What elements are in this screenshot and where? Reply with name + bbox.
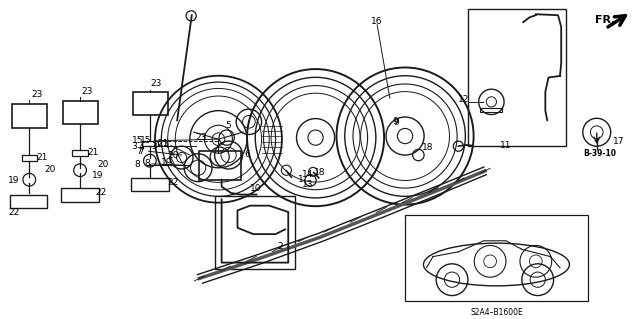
Text: S2A4–B1600E: S2A4–B1600E	[470, 308, 523, 317]
Text: 3: 3	[151, 142, 157, 151]
Text: 22: 22	[95, 189, 107, 197]
Bar	[10, 195, 47, 208]
Text: 9: 9	[394, 118, 399, 127]
Bar	[215, 196, 294, 269]
Text: 20: 20	[97, 160, 109, 169]
Text: 23: 23	[81, 87, 93, 96]
Text: 23: 23	[32, 90, 44, 100]
Bar	[142, 141, 157, 146]
Bar	[61, 188, 99, 202]
Text: 2: 2	[278, 242, 284, 251]
Text: 1: 1	[298, 175, 304, 184]
Text: 6: 6	[244, 150, 250, 159]
Bar	[63, 100, 98, 124]
Text: 14: 14	[301, 170, 313, 179]
Text: 22: 22	[167, 178, 179, 187]
Text: 15: 15	[140, 136, 151, 145]
Text: 20: 20	[167, 151, 179, 160]
Bar	[22, 155, 37, 161]
Text: 13: 13	[301, 180, 313, 189]
Bar	[405, 215, 588, 301]
Text: 16: 16	[371, 17, 383, 26]
Text: 9: 9	[392, 117, 398, 126]
Bar	[480, 108, 502, 112]
Text: 18: 18	[422, 143, 434, 152]
Text: 15: 15	[132, 136, 143, 145]
Text: 20: 20	[45, 165, 56, 174]
Text: 21: 21	[36, 153, 47, 162]
Text: 8: 8	[134, 160, 140, 169]
Text: 23: 23	[195, 133, 206, 142]
Bar	[131, 178, 169, 191]
Text: 22: 22	[8, 208, 20, 217]
Text: 3: 3	[131, 142, 137, 151]
Text: 10: 10	[250, 184, 261, 193]
Text: 19: 19	[161, 159, 172, 167]
Bar	[132, 92, 168, 115]
Text: 5: 5	[225, 121, 231, 130]
Text: B-39-10: B-39-10	[583, 149, 616, 158]
Text: 4: 4	[164, 141, 169, 150]
Text: 7: 7	[138, 147, 144, 156]
Text: 12: 12	[458, 95, 470, 105]
Text: 11: 11	[500, 141, 511, 150]
Text: 7: 7	[136, 147, 142, 156]
Text: 21: 21	[87, 148, 99, 157]
Text: 18: 18	[314, 168, 326, 177]
Text: 23: 23	[150, 79, 162, 88]
Bar	[200, 151, 241, 180]
Bar	[468, 10, 566, 145]
Text: 4: 4	[138, 143, 144, 152]
Text: 19: 19	[92, 171, 104, 180]
Bar	[12, 104, 47, 128]
Text: 8: 8	[145, 160, 150, 168]
Text: 17: 17	[612, 137, 624, 146]
Text: 19: 19	[8, 176, 20, 185]
Bar	[72, 150, 88, 156]
Text: 21: 21	[157, 138, 169, 147]
Text: FR.: FR.	[595, 15, 616, 25]
